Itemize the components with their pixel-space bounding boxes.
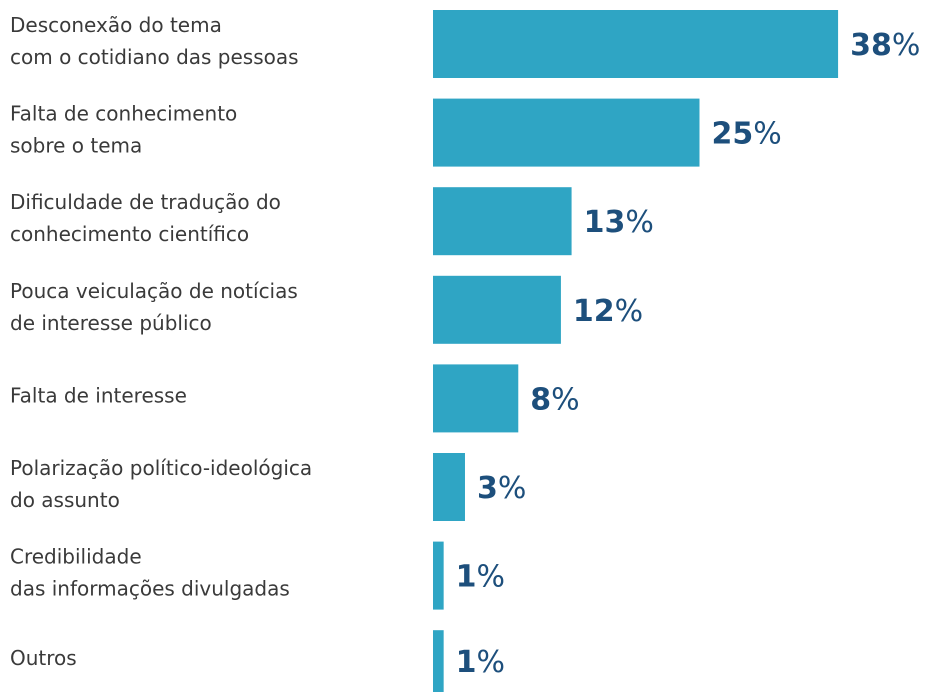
value-unit: % <box>615 293 644 328</box>
value-unit: % <box>477 645 506 680</box>
bar <box>433 630 444 692</box>
value-number: 8 <box>530 382 551 417</box>
category-line: Polarização político-ideológica <box>10 456 312 480</box>
category-label: Credibilidade das informações divulgadas <box>10 544 290 600</box>
bar <box>433 275 561 344</box>
value-label: 1% <box>456 559 505 594</box>
value-label: 8% <box>530 382 579 417</box>
value-unit: % <box>477 559 506 594</box>
category-line: de interesse público <box>10 310 212 334</box>
value-unit: % <box>753 116 782 151</box>
value-number: 13 <box>584 205 626 240</box>
category-label: Falta de conhecimento sobre o tema <box>10 101 237 157</box>
category-line: Outros <box>10 646 77 670</box>
category-line: com o cotidiano das pessoas <box>10 45 299 69</box>
value-label: 12% <box>573 293 643 328</box>
bar <box>433 453 465 521</box>
bar <box>433 98 700 167</box>
value-label: 38% <box>850 28 920 63</box>
value-number: 3 <box>477 471 498 506</box>
category-label: Pouca veiculação de notícias de interesse… <box>10 278 298 334</box>
bar <box>433 541 444 610</box>
value-number: 25 <box>712 116 754 151</box>
value-number: 12 <box>573 293 615 328</box>
category-line: das informações divulgadas <box>10 576 290 600</box>
category-label: Outros <box>10 646 77 670</box>
category-line: sobre o tema <box>10 133 142 157</box>
value-number: 1 <box>456 559 477 594</box>
value-label: 13% <box>584 205 654 240</box>
category-label: Dificuldade de tradução do conhecimento c… <box>10 190 281 246</box>
value-number: 38 <box>850 28 892 63</box>
category-line: Desconexão do tema <box>10 13 222 37</box>
bar <box>433 187 572 256</box>
bar <box>433 364 519 433</box>
value-label: 25% <box>712 116 782 151</box>
value-number: 1 <box>456 645 477 680</box>
value-label: 3% <box>477 471 526 506</box>
category-label: Falta de interesse <box>10 383 187 407</box>
category-line: Falta de interesse <box>10 383 187 407</box>
category-label: Desconexão do tema com o cotidiano das pe… <box>10 13 299 69</box>
category-line: do assunto <box>10 488 120 512</box>
category-line: Dificuldade de tradução do <box>10 190 281 214</box>
value-label: 1% <box>456 645 505 680</box>
value-unit: % <box>551 382 580 417</box>
category-line: conhecimento científico <box>10 222 249 246</box>
value-unit: % <box>498 471 527 506</box>
category-line: Credibilidade <box>10 544 142 568</box>
bar <box>433 10 839 78</box>
category-line: Falta de conhecimento <box>10 101 237 125</box>
category-label: Polarização político-ideológica do assunt… <box>10 456 312 512</box>
value-unit: % <box>892 28 921 63</box>
value-unit: % <box>625 205 654 240</box>
category-line: Pouca veiculação de notícias <box>10 278 298 302</box>
